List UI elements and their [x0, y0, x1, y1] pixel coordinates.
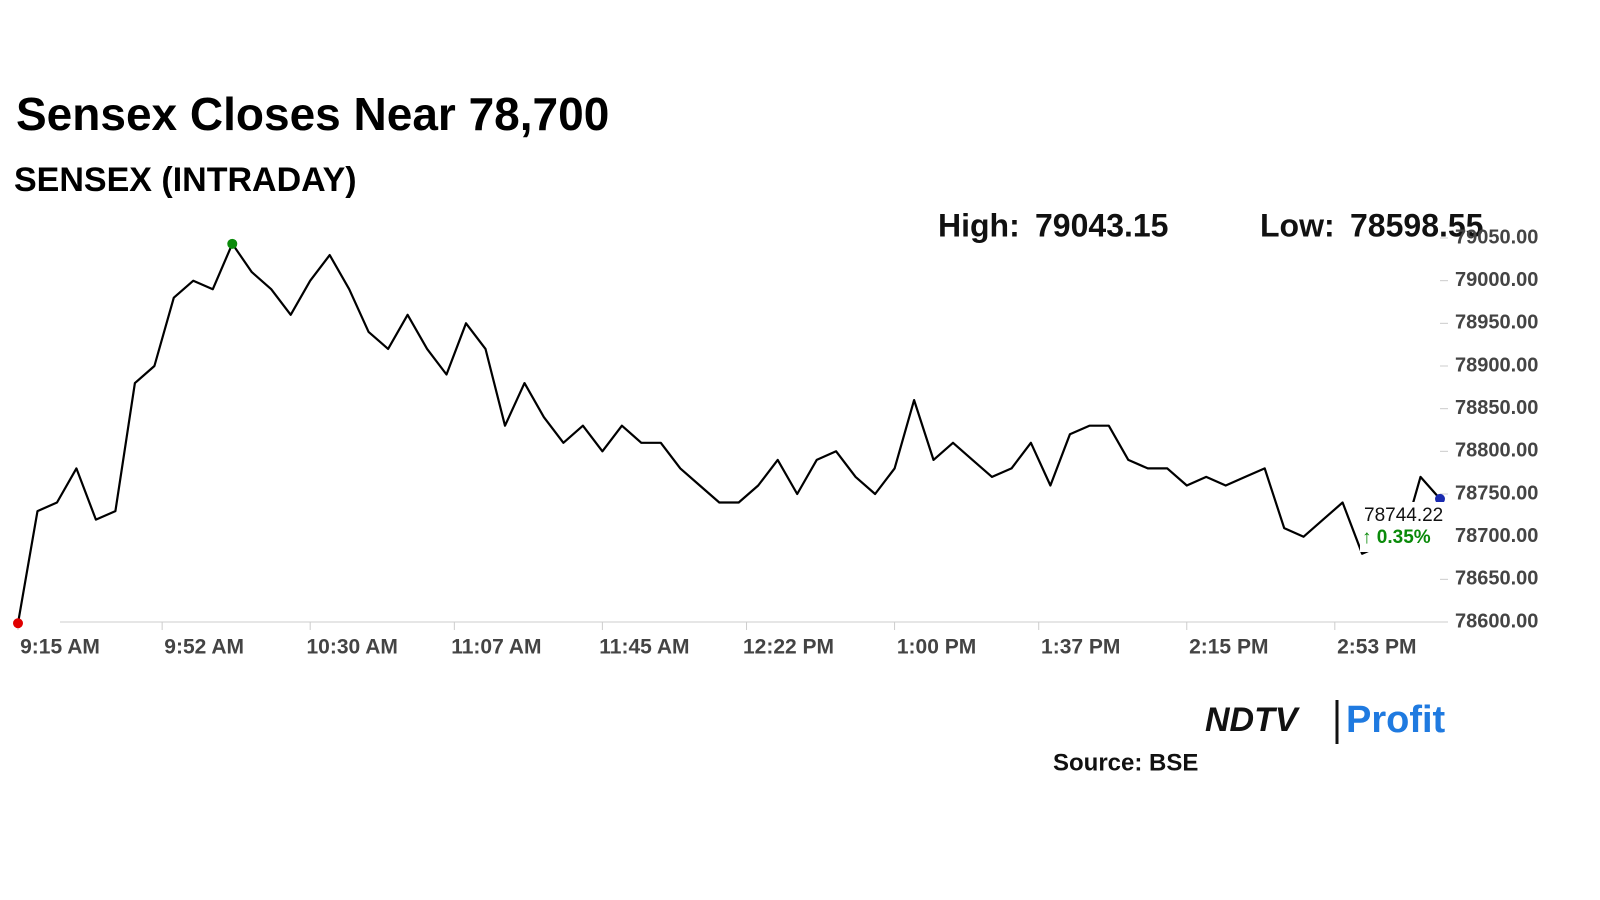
x-tick-label: 12:22 PM: [743, 636, 834, 659]
last-change: ↑ 0.35%: [1362, 527, 1431, 548]
y-tick-label: 78950.00: [1455, 312, 1538, 334]
low-value: 78598.55: [1350, 207, 1483, 243]
x-tick-label: 1:37 PM: [1041, 636, 1120, 659]
source: Source: BSE: [1053, 749, 1198, 776]
y-tick-label: 78800.00: [1455, 440, 1538, 462]
high-marker: [227, 238, 238, 249]
x-tick-label: 11:07 AM: [451, 636, 541, 659]
y-tick-label: 78850.00: [1455, 397, 1538, 419]
brand-ndtv: NDTV: [1205, 701, 1301, 739]
low-marker: [13, 618, 23, 629]
last-box: [1360, 502, 1450, 552]
y-tick-label: 79000.00: [1455, 269, 1538, 291]
x-tick-label: 1:00 PM: [897, 636, 976, 659]
low-label: Low:: [1260, 207, 1335, 243]
x-tick-label: 9:15 AM: [20, 636, 100, 659]
x-tick-label: 2:53 PM: [1337, 636, 1416, 659]
x-tick-label: 9:52 AM: [164, 636, 244, 659]
x-tick-label: 10:30 AM: [306, 636, 397, 659]
brand-profit: Profit: [1346, 699, 1446, 741]
y-tick-label: 78600.00: [1455, 610, 1538, 632]
chart-subtitle: SENSEX (INTRADAY): [14, 161, 357, 199]
y-tick-label: 78900.00: [1455, 354, 1538, 376]
chart-title: Sensex Closes Near 78,700: [16, 88, 609, 140]
x-tick-label: 2:15 PM: [1189, 636, 1268, 659]
y-tick-label: 78650.00: [1455, 568, 1538, 590]
y-tick-label: 79050.00: [1455, 226, 1538, 248]
high-value: 79043.15: [1035, 207, 1168, 243]
y-tick-label: 78750.00: [1455, 482, 1538, 504]
high-label: High:: [938, 207, 1020, 243]
last-value: 78744.22: [1364, 505, 1443, 526]
y-tick-label: 78700.00: [1455, 525, 1538, 547]
price-line: [16, 242, 1441, 624]
last-marker: [1435, 493, 1445, 504]
x-tick-label: 11:45 AM: [599, 636, 689, 659]
